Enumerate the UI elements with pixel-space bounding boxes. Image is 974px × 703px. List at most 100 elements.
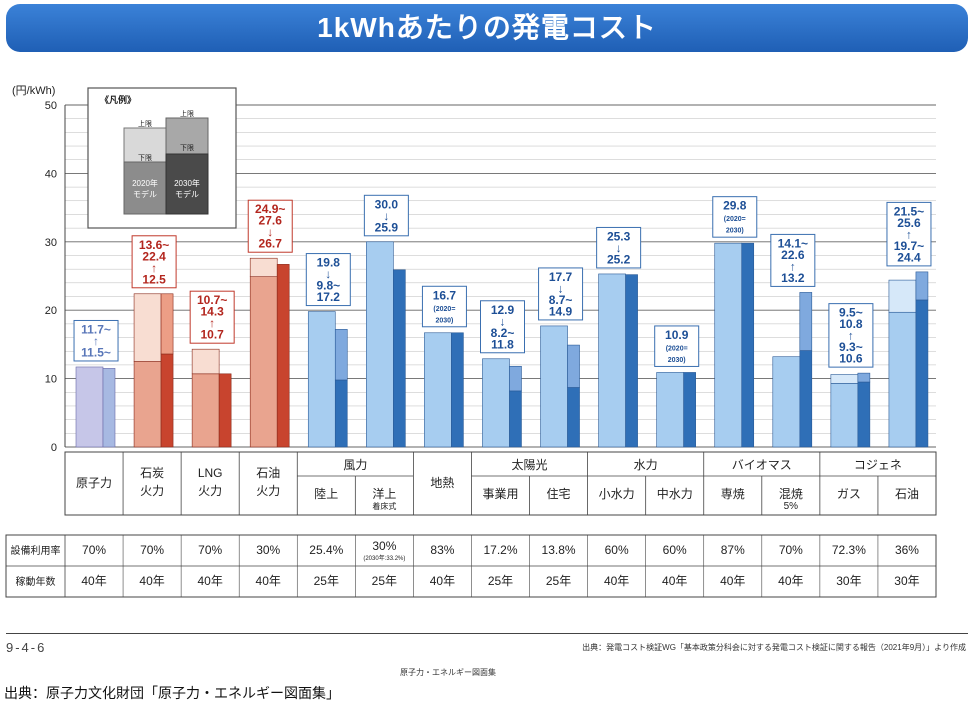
y-tick-label: 0 [51,442,57,454]
stats-cell: 36% [895,543,919,557]
category-label: 中水力 [657,486,693,501]
data-label: 19.8 [317,256,341,270]
stats-cell-note: (2030年:33.2%) [363,554,405,562]
data-label: ↑ [209,316,215,330]
group-label: 水力 [634,458,658,472]
stats-cell: 72.3% [832,543,866,557]
bar-2030-upper [799,292,813,351]
data-label: 8.7~ [549,293,573,307]
legend-lower-label: 下限 [138,153,152,162]
data-label: (2020= [666,345,688,352]
data-label: ↓ [325,267,331,281]
data-label-box [73,319,119,362]
data-label: 14.9 [549,304,573,318]
bar-2030-lower [451,332,464,448]
bar-2020-lower [307,311,336,448]
stats-cell: 83% [430,543,454,557]
bar-2020-lower [656,372,684,448]
bar-2020-lower [424,332,452,448]
legend-2020-label: モデル [133,189,157,199]
data-label: ↓ [616,241,622,255]
category-label: 火力 [140,484,164,498]
bar-2030-lower [683,372,696,448]
data-label: 13.6~ [139,238,169,252]
data-label-box [247,199,293,253]
bar-2020-lower [249,276,278,448]
stats-cell: 25年 [488,574,513,588]
data-label: 9.3~ [839,340,863,354]
stats-cell: 40年 [604,574,629,588]
legend-lower-label: 下限 [180,143,194,152]
data-label: ↓ [267,225,273,239]
bar-2020-lower [191,373,220,448]
legend-2020-lower [123,161,167,215]
bar-2030-lower [509,390,522,448]
bar-2030-lower [276,264,290,448]
category-label: 小水力 [599,487,635,501]
stats-cell: 87% [721,543,745,557]
category-label: 原子力 [76,476,112,490]
bar-2030-lower [857,381,871,448]
data-label-box [305,253,351,307]
data-label: 29.8 [723,199,747,213]
data-label: 2030) [668,357,686,364]
y-tick-label: 10 [45,374,57,386]
figure-number: 9-4-6 [6,640,47,655]
group-label: コジェネ [854,458,902,472]
stats-cell: 40年 [81,574,106,588]
category-label: 石炭 [140,466,164,480]
category-table [64,451,937,516]
data-label: 16.7 [433,288,457,302]
data-label: 24.9~ [255,202,285,216]
category-label: 石油 [256,466,280,480]
data-label: ↓ [383,209,389,223]
legend-2020-label: 2020年 [132,178,158,188]
bar-2030-upper [509,365,522,392]
data-label: 30.0 [375,197,399,211]
category-label: 地熱 [430,476,454,490]
data-label: 19.7~ [894,239,924,253]
data-label: 11.5~ [81,345,111,359]
y-tick-label: 40 [45,168,57,180]
data-label: 2030) [726,228,744,235]
stats-cell: 17.2% [483,543,517,557]
data-label-box [886,201,932,267]
credit-line: 出典：原子力文化財団「原子力・エネルギー図面集」 [4,685,340,701]
data-label: ↑ [790,259,796,273]
legend-2020-upper [123,127,167,163]
legend-upper-label: 上限 [180,109,194,118]
stats-row-header: 稼動年数 [16,575,56,588]
stats-cell: 40年 [139,574,164,588]
bar-2030-upper [160,293,174,355]
bar-2020-lower [714,242,743,448]
category-label: LNG [198,466,223,480]
stats-cell: 40年 [778,574,803,588]
stats-cell: 40年 [256,574,281,588]
category-label: 火力 [256,484,280,498]
data-label: 26.7 [259,237,283,251]
stats-cell: 25年 [372,574,397,588]
stats-cell: 25年 [314,574,339,588]
legend-title: 《凡例》 [100,94,136,105]
data-label: 10.6 [839,352,863,366]
data-label: 25.6 [897,216,921,230]
bar-2030-upper [915,271,929,301]
category-label: 混焼 [779,487,803,501]
bar-2030-lower [160,353,174,448]
bar-2020-lower [75,366,104,448]
y-tick-label: 30 [45,237,57,249]
category-label: ガス [837,487,861,501]
group-label: 太陽光 [512,457,548,472]
data-label-box [189,290,235,344]
bar-2020-lower [598,273,626,448]
data-label: ↓ [500,314,506,328]
data-label: 10.7 [200,328,224,342]
page-title: 1kWhあたりの発電コスト [6,4,968,52]
category-sub-label: 着床式 [372,501,396,511]
legend-2030-lower [165,153,209,215]
bar-2020-lower [366,241,394,448]
data-label-box [770,233,816,287]
source-note: 出典：発電コスト検証WG「基本政策分科会に対する発電コスト検証に関する報告（20… [582,643,966,652]
bar-2020-lower [482,358,510,448]
bar-2020-upper [133,293,162,362]
